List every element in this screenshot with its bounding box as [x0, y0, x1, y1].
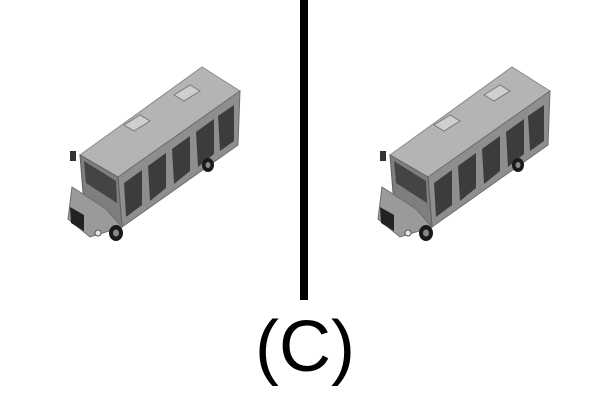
bus-icon — [62, 55, 252, 250]
right-view-panel — [372, 55, 562, 250]
bus-icon — [372, 55, 562, 250]
panel-divider — [300, 0, 308, 300]
left-view-panel — [62, 55, 252, 250]
figure-caption: (C) — [0, 302, 610, 392]
